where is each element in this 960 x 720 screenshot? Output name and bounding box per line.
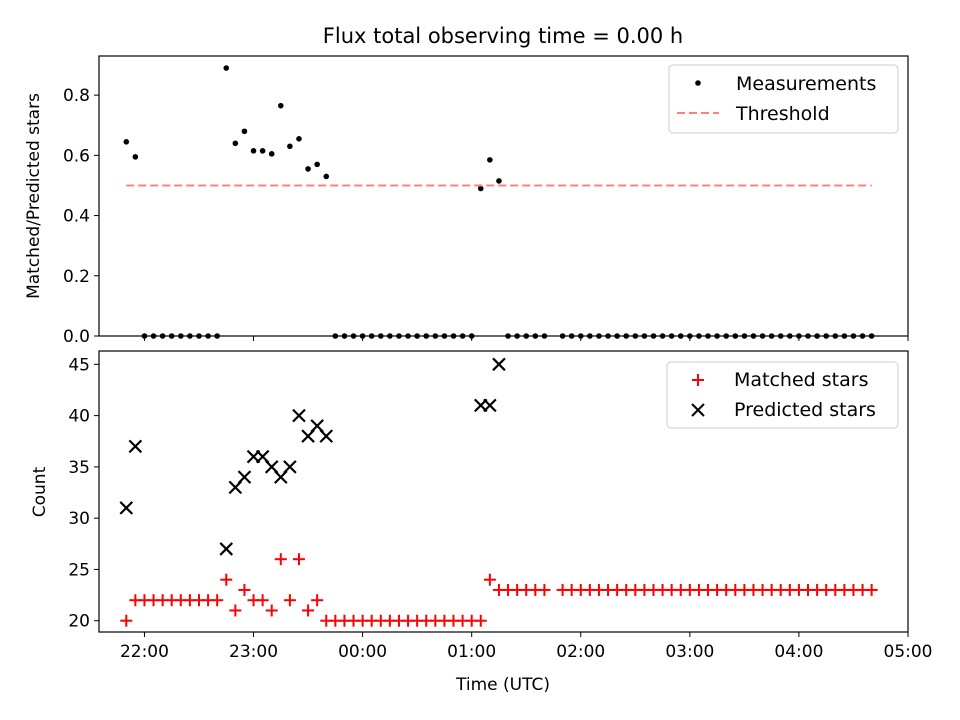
measurement-point: [305, 166, 311, 172]
y-axis-label-count: Count: [30, 466, 50, 517]
matched-stars-point: [292, 553, 305, 566]
measurement-point: [487, 157, 493, 163]
ratio-panel: Flux total observing time = 0.00 h Match…: [24, 24, 909, 347]
legend-marker-matched: [692, 374, 704, 386]
measurement-point: [287, 143, 293, 150]
count-ticks: 20 25 30 35 40 45 22:00 23:00 00:00 01:00 02:00 03:…: [68, 355, 932, 662]
predicted-stars-point: [483, 398, 497, 413]
matched-stars-point: [302, 604, 315, 617]
matched-stars-point: [211, 594, 224, 607]
matched-stars-point: [538, 583, 551, 596]
matched-stars-point: [229, 604, 242, 617]
legend-marker-measurements: [695, 80, 701, 86]
y-tick-label: 30: [68, 509, 90, 529]
predicted-stars-point: [219, 542, 234, 556]
legend-label-measurements: Measurements: [736, 73, 876, 95]
count-panel: Count Time (UTC) 20 25 30 35 40 45 22:00 23:00 0…: [30, 350, 933, 695]
legend-box: [668, 64, 899, 134]
matched-stars-point: [274, 553, 287, 566]
matched-stars-point: [483, 573, 496, 586]
x-tick-label: 04:00: [774, 642, 823, 662]
x-tick-label: 23:00: [229, 642, 278, 662]
count-axes-frame: [98, 350, 909, 633]
measurement-point: [277, 102, 284, 109]
predicted-stars-point: [319, 429, 334, 443]
count-legend: Matched stars Predicted stars: [666, 361, 899, 429]
matched-stars-point: [283, 594, 296, 607]
y-tick-label: 0.2: [63, 267, 90, 287]
measurement-point: [223, 65, 230, 71]
x-tick-label: 22:00: [120, 642, 169, 662]
legend-box: [666, 361, 899, 429]
ratio-legend: Measurements Threshold: [668, 64, 899, 134]
legend-label-matched: Matched stars: [734, 369, 868, 391]
predicted-stars-point: [492, 357, 506, 372]
matched-stars-point: [120, 614, 133, 627]
predicted-stars-point: [119, 501, 134, 515]
count-marks: [119, 357, 878, 627]
legend-marker-predicted: [691, 403, 705, 417]
predicted-stars-point: [283, 460, 297, 474]
y-tick-label: 35: [68, 458, 90, 478]
measurement-point: [323, 173, 330, 180]
measurement-point: [259, 148, 266, 154]
legend-label-predicted: Predicted stars: [734, 399, 876, 421]
measurement-point: [496, 178, 502, 184]
x-tick-label: 03:00: [665, 642, 714, 662]
matched-stars-point: [865, 583, 878, 596]
measurement-point: [241, 128, 248, 135]
x-axis-label: Time (UTC): [455, 675, 550, 695]
x-tick-label: 00:00: [338, 642, 387, 662]
x-tick-label: 05:00: [884, 642, 933, 662]
measurement-point: [250, 148, 257, 154]
matched-stars-point: [238, 583, 251, 596]
matched-stars-point: [220, 573, 233, 586]
measurement-point: [296, 135, 302, 142]
predicted-stars-point: [292, 408, 306, 423]
x-tick-label: 01:00: [447, 642, 496, 662]
measurement-point: [268, 151, 275, 157]
predicted-stars-point: [237, 470, 252, 484]
y-tick-label: 45: [68, 355, 90, 375]
predicted-stars-point: [128, 439, 143, 454]
y-tick-label: 0.0: [63, 327, 90, 347]
measurement-point: [123, 139, 130, 145]
y-tick-label: 0.6: [63, 146, 90, 166]
y-tick-label: 0.4: [63, 207, 90, 227]
chart-title: Flux total observing time = 0.00 h: [323, 24, 683, 48]
x-tick-label: 02:00: [556, 642, 605, 662]
measurement-point: [314, 161, 320, 168]
ratio-ticks: 0.0 0.2 0.4 0.6 0.8: [63, 86, 909, 347]
y-tick-label: 20: [68, 612, 90, 632]
matched-stars-point: [311, 594, 324, 607]
measurement-point: [477, 185, 484, 192]
matched-stars-point: [256, 594, 269, 607]
matched-stars-point: [265, 604, 278, 617]
y-tick-label: 40: [68, 407, 90, 427]
measurement-point: [232, 140, 239, 147]
measurement-point: [132, 154, 139, 160]
y-axis-label-ratio: Matched/Predicted stars: [24, 93, 44, 299]
y-tick-label: 25: [68, 560, 90, 580]
matched-stars-point: [474, 614, 487, 627]
y-tick-label: 0.8: [63, 86, 90, 106]
legend-label-threshold: Threshold: [735, 103, 830, 125]
ratio-axes-frame: [98, 55, 909, 337]
